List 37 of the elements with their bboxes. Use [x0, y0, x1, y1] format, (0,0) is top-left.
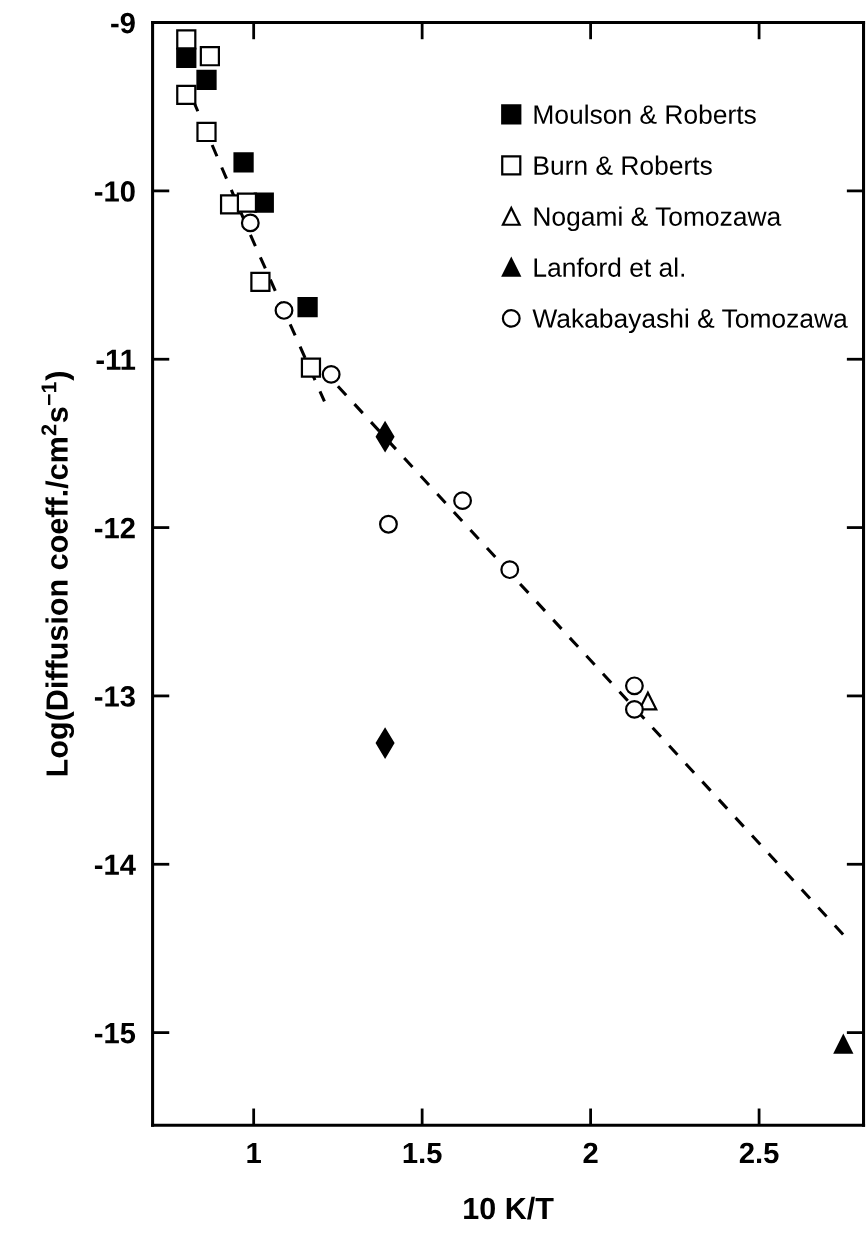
legend-label: Nogami & Tomozawa: [534, 206, 782, 232]
point: [176, 29, 197, 50]
legend-label: Moulson & Roberts: [534, 104, 756, 124]
point: [833, 1034, 853, 1054]
legend-label: Wakabayashi & Tomozawa: [532, 308, 848, 334]
point: [300, 357, 322, 378]
x-tick-label: 2.5: [739, 1142, 779, 1164]
point: [453, 491, 473, 511]
point: [274, 300, 294, 320]
x-tick-label: 2: [583, 1142, 598, 1163]
point: [297, 296, 318, 318]
y-tick-label: -9: [111, 12, 135, 34]
y-tick-label: -13: [94, 686, 135, 707]
point: [500, 560, 520, 580]
point: [624, 699, 644, 719]
point: [196, 69, 217, 90]
point: [176, 84, 197, 106]
point: [199, 46, 221, 67]
x-tick-label: 1: [247, 1142, 261, 1163]
point: [250, 271, 271, 292]
legend-label: Burn & Roberts: [534, 155, 712, 175]
point: [240, 213, 260, 233]
y-tick-label: -10: [94, 181, 135, 202]
point: [236, 192, 258, 213]
point: [321, 364, 341, 384]
y-tick-label: -11: [96, 349, 136, 370]
y-axis-title: Log(Diffusion coeff./cm$^{2}$s$^{−1}$): [41, 372, 75, 776]
x-axis-title: 10 K/T: [464, 1196, 554, 1220]
point: [196, 121, 217, 143]
legend-label: Lanford et al.: [534, 257, 684, 277]
y-tick-label: -14: [94, 854, 136, 875]
point: [233, 152, 254, 173]
point: [379, 514, 398, 534]
y-tick-label: -12: [94, 517, 135, 539]
y-tick-label: -15: [94, 1023, 136, 1044]
x-tick-label: 1.5: [403, 1142, 442, 1164]
point: [624, 676, 644, 696]
